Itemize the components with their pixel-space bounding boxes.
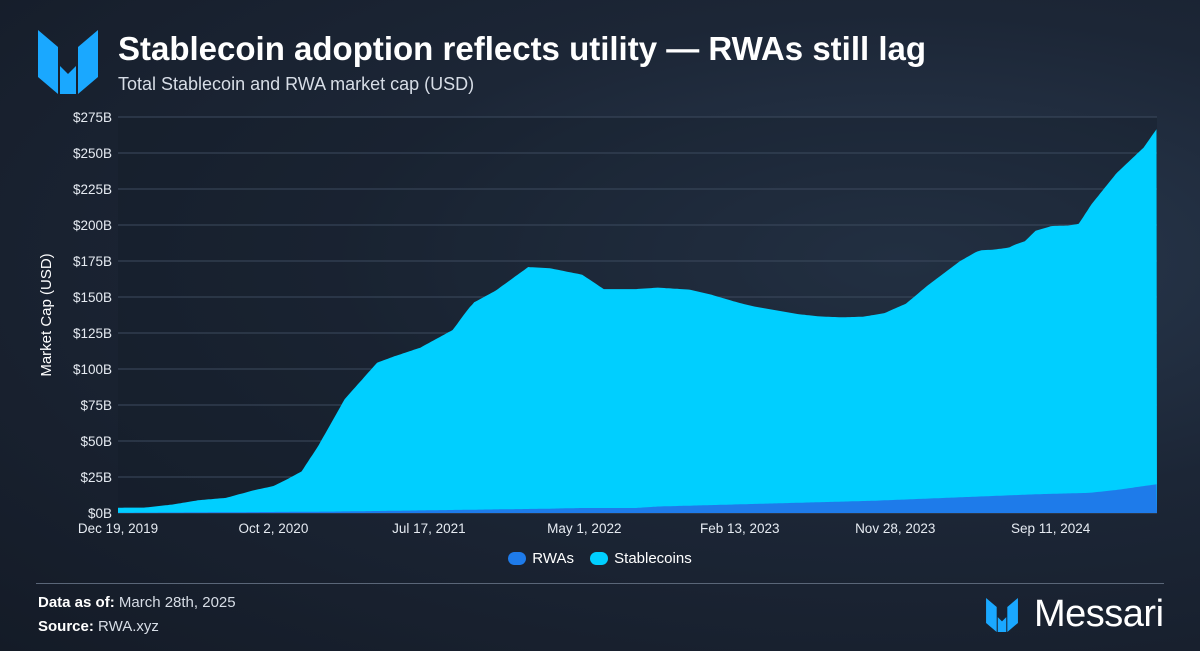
legend-label-rwas: RWAs: [532, 550, 574, 567]
legend-swatch-stablecoins: [590, 552, 609, 565]
y-tick-label: $0B: [88, 506, 112, 521]
y-tick-label: $75B: [80, 398, 112, 413]
y-tick-label: $200B: [73, 218, 112, 233]
x-tick-label: Jul 17, 2021: [392, 521, 466, 536]
y-tick-label: $150B: [73, 290, 112, 305]
messari-brand-icon: [986, 598, 1018, 632]
chart-legend: RWAs Stablecoins: [0, 550, 1200, 569]
y-tick-label: $175B: [73, 254, 112, 269]
y-tick-label: $50B: [80, 434, 112, 449]
y-tick-label: $25B: [80, 470, 112, 485]
x-tick-label: Feb 13, 2023: [700, 521, 780, 536]
legend-item-rwas[interactable]: RWAs: [508, 550, 574, 567]
footer-divider: [36, 583, 1164, 584]
data-as-of-label: Data as of:: [38, 594, 115, 611]
series-area-stablecoins: [118, 129, 1157, 514]
data-as-of-value: March 28th, 2025: [118, 594, 236, 611]
y-axis-label: Market Cap (USD): [38, 253, 55, 376]
y-tick-label: $100B: [73, 362, 112, 377]
legend-swatch-rwas: [508, 552, 527, 565]
legend-label-stablecoins: Stablecoins: [614, 550, 692, 567]
source-line: Source: RWA.xyz: [38, 618, 159, 635]
messari-wordmark: Messari: [1034, 593, 1164, 635]
chart-title: Stablecoin adoption reflects utility — R…: [118, 30, 927, 67]
source-value: RWA.xyz: [98, 618, 159, 635]
chart-subtitle: Total Stablecoin and RWA market cap (USD…: [118, 74, 475, 94]
y-tick-label: $250B: [73, 146, 112, 161]
x-tick-label: May 1, 2022: [547, 521, 621, 536]
messari-logo-icon: [38, 30, 98, 94]
x-tick-label: Oct 2, 2020: [239, 521, 309, 536]
x-tick-label: Nov 28, 2023: [855, 521, 935, 536]
x-tick-label: Sep 11, 2024: [1011, 521, 1091, 536]
y-tick-label: $125B: [73, 326, 112, 341]
data-as-of-line: Data as of: March 28th, 2025: [38, 594, 236, 611]
series-area-rwas: [118, 484, 1157, 513]
source-label: Source:: [38, 618, 94, 635]
x-tick-label: Dec 19, 2019: [78, 521, 158, 536]
legend-item-stablecoins[interactable]: Stablecoins: [590, 550, 692, 567]
y-tick-label: $275B: [73, 110, 112, 125]
y-tick-label: $225B: [73, 182, 112, 197]
